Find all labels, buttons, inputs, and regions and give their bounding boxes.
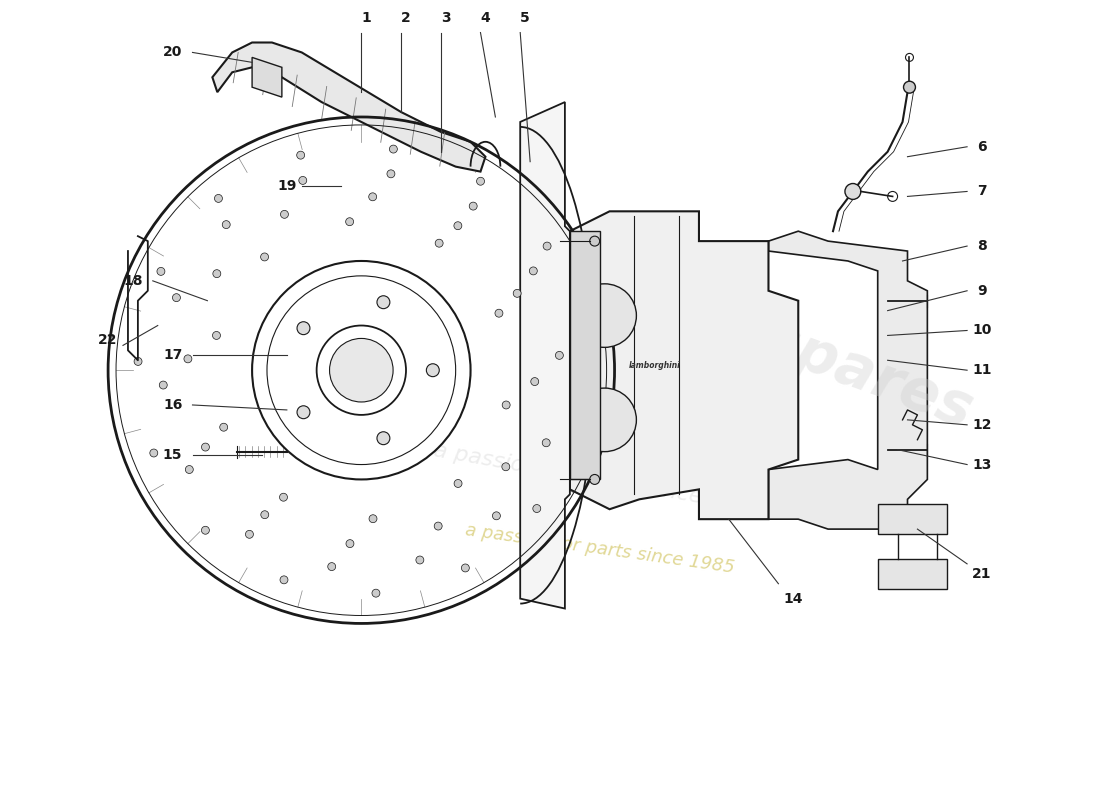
- Circle shape: [543, 242, 551, 250]
- Circle shape: [454, 479, 462, 487]
- Circle shape: [297, 406, 310, 418]
- Text: 9: 9: [977, 284, 987, 298]
- Circle shape: [280, 576, 288, 584]
- Text: 17: 17: [163, 348, 183, 362]
- Circle shape: [150, 449, 157, 457]
- Text: 4: 4: [481, 10, 491, 25]
- Text: a passion for parts since 1985: a passion for parts since 1985: [432, 440, 767, 518]
- Text: 6: 6: [977, 140, 987, 154]
- Circle shape: [502, 462, 509, 470]
- Circle shape: [556, 351, 563, 359]
- Circle shape: [529, 267, 537, 275]
- Circle shape: [578, 328, 585, 336]
- Text: 12: 12: [972, 418, 992, 432]
- Circle shape: [345, 218, 353, 226]
- Circle shape: [903, 82, 915, 93]
- Circle shape: [214, 194, 222, 202]
- Circle shape: [573, 388, 637, 452]
- Circle shape: [212, 331, 220, 339]
- Polygon shape: [570, 231, 600, 479]
- Circle shape: [328, 562, 336, 570]
- Circle shape: [532, 505, 541, 513]
- Circle shape: [213, 270, 221, 278]
- Circle shape: [157, 267, 165, 275]
- Text: 5: 5: [520, 10, 530, 25]
- Text: 14: 14: [783, 592, 803, 606]
- Circle shape: [372, 589, 379, 597]
- Circle shape: [377, 296, 389, 309]
- Circle shape: [590, 474, 600, 485]
- Circle shape: [201, 443, 209, 451]
- Text: 20: 20: [163, 46, 183, 59]
- Text: 8: 8: [977, 239, 987, 253]
- Polygon shape: [570, 211, 799, 519]
- Circle shape: [434, 522, 442, 530]
- Circle shape: [330, 338, 393, 402]
- Text: 11: 11: [972, 363, 992, 378]
- Circle shape: [160, 381, 167, 389]
- Circle shape: [377, 432, 389, 445]
- Circle shape: [280, 210, 288, 218]
- Circle shape: [173, 294, 180, 302]
- Circle shape: [184, 355, 191, 363]
- Circle shape: [279, 494, 287, 501]
- Text: 22: 22: [98, 334, 118, 347]
- Circle shape: [416, 556, 424, 564]
- Text: 21: 21: [972, 566, 992, 581]
- Text: a passion for parts since 1985: a passion for parts since 1985: [464, 521, 736, 577]
- Circle shape: [387, 170, 395, 178]
- Circle shape: [185, 466, 194, 474]
- Circle shape: [222, 221, 230, 229]
- Text: 7: 7: [977, 185, 987, 198]
- Circle shape: [470, 202, 477, 210]
- Text: 16: 16: [163, 398, 183, 412]
- Text: 10: 10: [972, 323, 992, 338]
- Polygon shape: [878, 559, 947, 589]
- Polygon shape: [252, 58, 282, 97]
- Circle shape: [573, 284, 637, 347]
- Circle shape: [574, 422, 582, 429]
- Circle shape: [845, 183, 861, 199]
- Circle shape: [368, 193, 376, 201]
- Circle shape: [297, 322, 310, 334]
- Text: 13: 13: [972, 458, 992, 471]
- Text: 15: 15: [163, 448, 183, 462]
- Circle shape: [493, 512, 500, 520]
- Text: 2: 2: [402, 10, 411, 25]
- Circle shape: [220, 423, 228, 431]
- Text: 18: 18: [123, 274, 143, 288]
- Circle shape: [531, 378, 539, 386]
- Circle shape: [461, 564, 470, 572]
- Circle shape: [514, 290, 521, 298]
- Text: 3: 3: [441, 10, 451, 25]
- Circle shape: [368, 514, 377, 522]
- Polygon shape: [769, 231, 927, 529]
- Polygon shape: [878, 504, 947, 534]
- Circle shape: [261, 510, 268, 518]
- Circle shape: [299, 177, 307, 184]
- Circle shape: [542, 438, 550, 446]
- Circle shape: [495, 310, 503, 317]
- Circle shape: [346, 540, 354, 547]
- Polygon shape: [520, 102, 570, 609]
- Circle shape: [389, 145, 397, 153]
- Circle shape: [503, 401, 510, 409]
- Circle shape: [245, 530, 253, 538]
- Circle shape: [297, 151, 305, 159]
- Text: 19: 19: [277, 179, 297, 194]
- Circle shape: [436, 239, 443, 247]
- Circle shape: [454, 222, 462, 230]
- Circle shape: [261, 253, 268, 261]
- Circle shape: [590, 236, 600, 246]
- Text: lamborghini: lamborghini: [628, 361, 680, 370]
- Circle shape: [476, 178, 484, 186]
- Polygon shape: [212, 42, 485, 171]
- Circle shape: [427, 364, 439, 377]
- Text: eurospares: eurospares: [615, 261, 981, 440]
- Text: 1: 1: [362, 10, 371, 25]
- Circle shape: [201, 526, 209, 534]
- Circle shape: [134, 358, 142, 366]
